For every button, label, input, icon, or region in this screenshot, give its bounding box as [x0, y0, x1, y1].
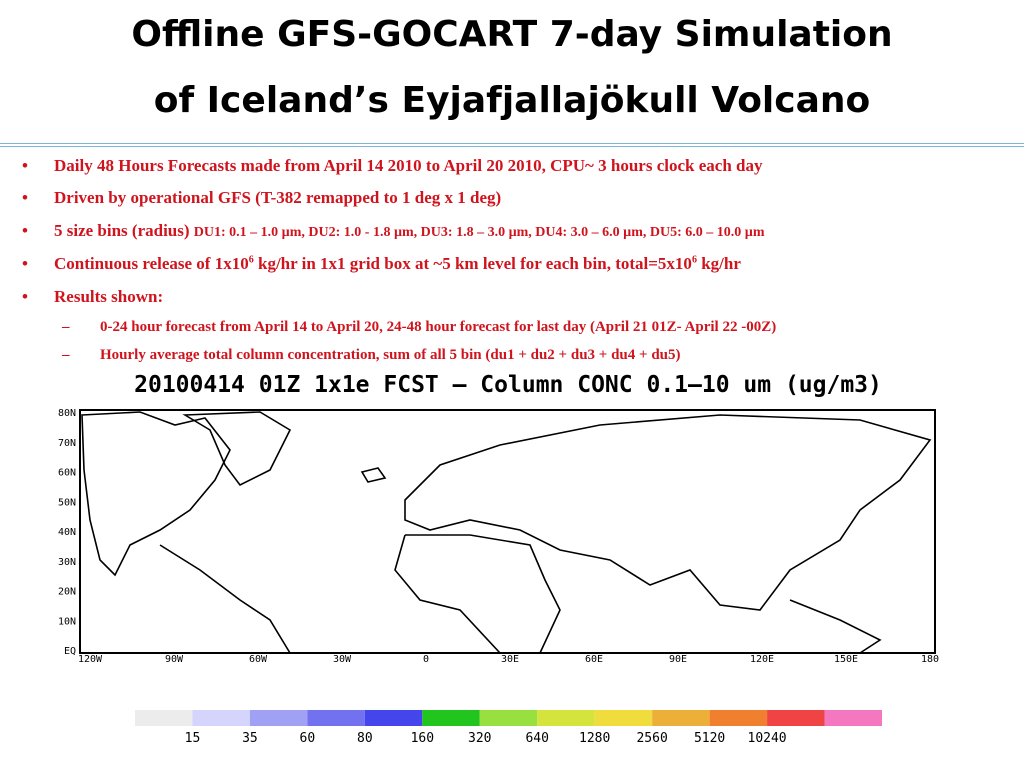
bullet-text: kg/hr in 1x1 grid box at ~5 km level for… — [253, 254, 692, 273]
lat-labels: 80N 70N 60N 50N 40N 30N 20N 10N EQ — [58, 408, 76, 657]
colorbar-label: 2560 — [636, 731, 667, 746]
colorbar-label: 10240 — [748, 731, 787, 746]
lat-label: 50N — [58, 497, 76, 508]
lat-label: 20N — [58, 587, 76, 598]
colorbar-label: 60 — [300, 731, 316, 746]
sub-bullet-text: 0-24 hour forecast from April 14 to Apri… — [100, 319, 777, 335]
lon-label: 30W — [333, 654, 352, 665]
colorbar-box — [767, 710, 825, 726]
superscript: 6 — [248, 254, 254, 266]
bullet-detail: DU1: 0.1 – 1.0 µm, DU2: 1.0 - 1.8 µm, DU… — [193, 225, 765, 240]
lat-label: 80N — [58, 408, 76, 419]
colorbar-box — [364, 710, 423, 726]
title-line: Offline GFS-GOCART 7-day Simulation — [131, 14, 893, 55]
lon-label: 90W — [165, 654, 184, 665]
bullet-text: Daily 48 Hours Forecasts made from April… — [54, 156, 763, 175]
lat-label: 40N — [58, 527, 76, 538]
colorbar-box — [594, 710, 653, 726]
colorbar-box — [652, 710, 710, 726]
bullet-text: Continuous release of 1x10 — [54, 254, 249, 273]
lon-label: 60E — [585, 654, 603, 665]
bullet-text: Driven by operational GFS (T-382 remappe… — [54, 188, 502, 207]
rule — [0, 143, 1024, 144]
colorbar-box — [249, 710, 308, 726]
colorbar-box — [192, 710, 250, 726]
sub-bullet-text: Hourly average total column concentratio… — [100, 347, 681, 363]
lon-label: 60W — [249, 654, 268, 665]
colorbar-box — [709, 710, 768, 726]
lon-labels: 120W 90W 60W 30W 0 30E 60E 90E 120E 150E 180 — [78, 654, 939, 665]
lat-label: 60N — [58, 468, 76, 479]
lat-label: 10N — [58, 616, 76, 627]
figure: 20100414 01Z 1x1e FCST – Column CONC 0.1… — [58, 372, 939, 746]
rule — [0, 146, 1024, 147]
colorbar-label: 15 — [185, 731, 201, 746]
colorbar-box — [479, 710, 538, 726]
colorbar-label: 320 — [468, 731, 491, 746]
colorbar-label: 160 — [411, 731, 434, 746]
colorbar-box — [307, 710, 365, 726]
colorbar-label: 640 — [525, 731, 548, 746]
colorbar: 15 35 60 80 160 320 640 1280 2560 5120 10240 — [135, 710, 882, 746]
bullet-text: kg/hr — [696, 254, 741, 273]
figure-title: 20100414 01Z 1x1e FCST – Column CONC 0.1… — [134, 372, 882, 398]
bullet-text: 5 size bins (radius) — [54, 221, 190, 240]
lat-label: 30N — [58, 557, 76, 568]
lon-label: 90E — [669, 654, 687, 665]
colorbar-box — [422, 710, 480, 726]
lat-label: EQ — [64, 646, 76, 657]
lon-label: 120W — [78, 654, 103, 665]
colorbar-box — [824, 710, 882, 726]
lon-label: 30E — [501, 654, 519, 665]
colorbar-label: 80 — [357, 731, 373, 746]
colorbar-label: 5120 — [694, 731, 725, 746]
coastlines — [81, 411, 932, 654]
lat-label: 70N — [58, 438, 76, 449]
bullet-text: Results shown: — [54, 287, 164, 306]
lon-label: 120E — [750, 654, 774, 665]
colorbar-label: 1280 — [579, 731, 610, 746]
lon-label: 180 — [921, 654, 939, 665]
lon-label: 0 — [423, 654, 429, 665]
map-frame — [79, 409, 936, 654]
colorbar-box — [537, 710, 595, 726]
colorbar-label: 35 — [242, 731, 258, 746]
colorbar-box — [135, 710, 193, 726]
superscript: 6 — [691, 254, 697, 266]
title-line: of Iceland’s Eyjafjallajökull Volcano — [153, 80, 871, 121]
lon-label: 150E — [834, 654, 858, 665]
